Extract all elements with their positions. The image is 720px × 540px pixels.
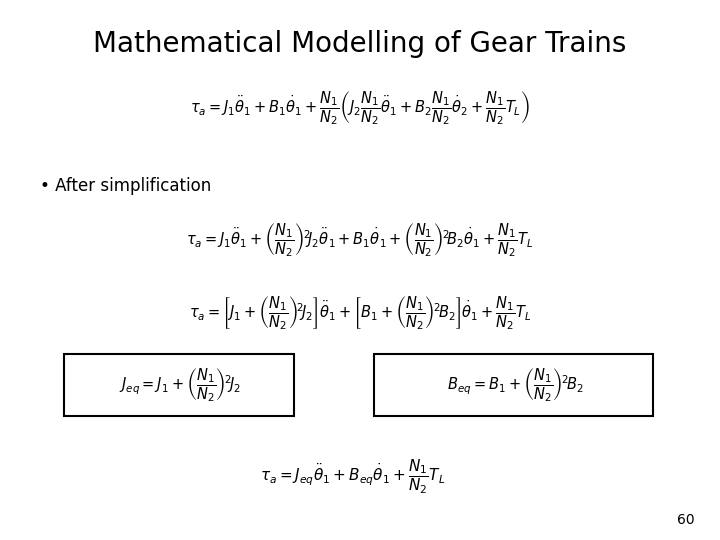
Text: $\tau_a = J_1\ddot{\theta}_1 + B_1\dot{\theta}_1 + \dfrac{N_1}{N_2}\left(J_2\dfr: $\tau_a = J_1\ddot{\theta}_1 + B_1\dot{\… bbox=[190, 89, 530, 127]
Text: • After simplification: • After simplification bbox=[40, 177, 211, 195]
Text: $\tau_a = \left[J_1 + \left(\dfrac{N_1}{N_2}\right)^{\!2}\! J_2\right]\ddot{\the: $\tau_a = \left[J_1 + \left(\dfrac{N_1}{… bbox=[189, 294, 531, 332]
FancyBboxPatch shape bbox=[374, 354, 653, 416]
Text: 60: 60 bbox=[678, 512, 695, 526]
FancyBboxPatch shape bbox=[63, 354, 294, 416]
Text: $J_{eq} = J_1 + \left(\dfrac{N_1}{N_2}\right)^{\!2}\! J_2$: $J_{eq} = J_1 + \left(\dfrac{N_1}{N_2}\r… bbox=[119, 366, 241, 404]
Text: Mathematical Modelling of Gear Trains: Mathematical Modelling of Gear Trains bbox=[94, 30, 626, 58]
Text: $\tau_a = J_{eq}\ddot{\theta}_1 + B_{eq}\dot{\theta}_1 + \dfrac{N_1}{N_2}T_L$: $\tau_a = J_{eq}\ddot{\theta}_1 + B_{eq}… bbox=[260, 457, 446, 496]
Text: $\tau_a = J_1\ddot{\theta}_1 + \left(\dfrac{N_1}{N_2}\right)^{\!2}\! J_2\ddot{\t: $\tau_a = J_1\ddot{\theta}_1 + \left(\df… bbox=[186, 221, 534, 259]
Text: $B_{eq} = B_1 + \left(\dfrac{N_1}{N_2}\right)^{\!2}\! B_2$: $B_{eq} = B_1 + \left(\dfrac{N_1}{N_2}\r… bbox=[446, 366, 583, 404]
